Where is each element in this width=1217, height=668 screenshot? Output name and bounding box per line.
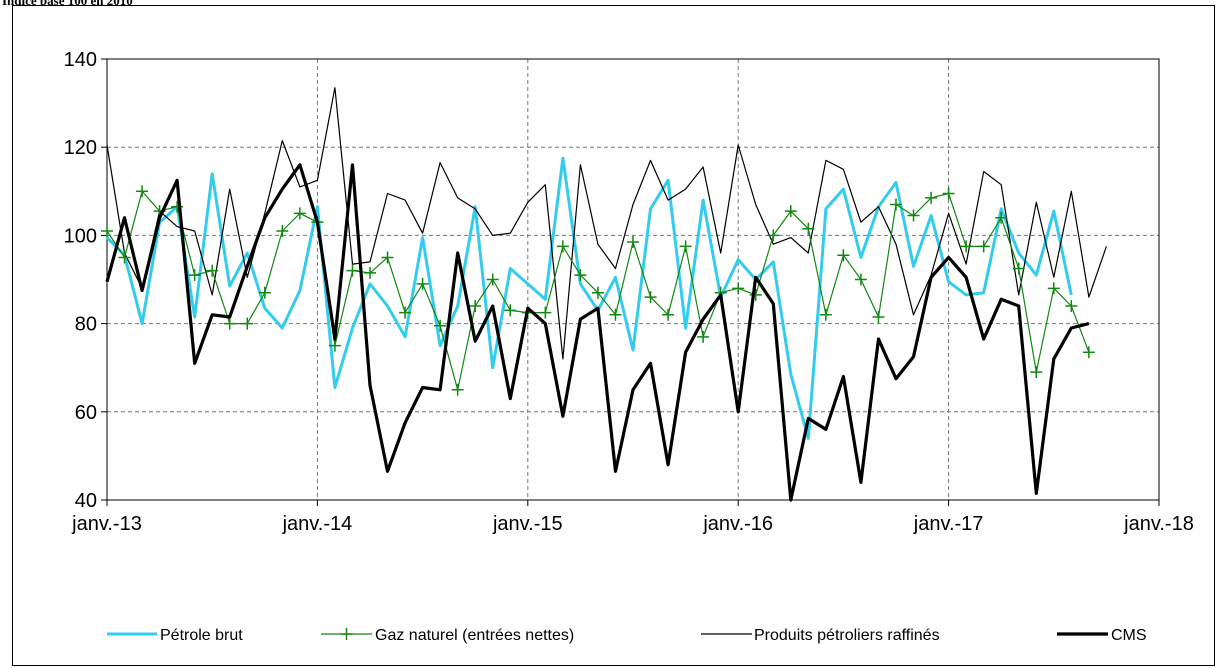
legend-label: Gaz naturel (entrées nettes): [375, 627, 574, 644]
legend-item: Produits pétroliers raffinés: [701, 627, 940, 644]
legend-marker: [340, 628, 353, 640]
legend: Pétrole brut Gaz naturel (entrées nettes)…: [107, 627, 1147, 644]
data-point-marker: [697, 330, 710, 343]
data-point-marker: [1082, 346, 1095, 359]
y-tick-label: 140: [64, 49, 97, 71]
data-point-marker: [451, 383, 464, 396]
series-produits-p-troliers-raffin-s: [106, 87, 1107, 360]
data-point-marker: [293, 207, 306, 220]
data-point-marker: [206, 264, 219, 277]
data-point-marker: [837, 249, 850, 262]
data-point-marker: [399, 306, 412, 319]
data-point-marker: [644, 291, 657, 304]
data-point-marker: [942, 187, 955, 200]
data-point-marker: [925, 191, 938, 204]
series-line: [106, 87, 1107, 360]
series-gaz-naturel-entr-es-nettes: [101, 185, 1095, 396]
data-point-marker: [469, 299, 482, 312]
data-point-marker: [223, 317, 236, 330]
x-tick-label: janv.-17: [913, 513, 984, 535]
plot-area-border: [106, 58, 1160, 501]
data-point-marker: [591, 286, 604, 299]
y-tick-label: 100: [64, 225, 97, 247]
legend-label: CMS: [1111, 627, 1147, 644]
series-line: [105, 156, 1073, 440]
data-point-marker: [504, 304, 517, 317]
x-tick-label: janv.-16: [702, 513, 773, 535]
x-tick-label: janv.-14: [282, 513, 353, 535]
y-tick-label: 80: [75, 314, 97, 336]
data-point-marker: [556, 240, 569, 253]
data-point-marker: [1030, 366, 1043, 379]
data-point-marker: [1065, 299, 1078, 312]
data-point-marker: [416, 277, 429, 290]
data-point-marker: [381, 251, 394, 264]
legend-label: Produits pétroliers raffinés: [754, 627, 940, 644]
data-point-marker: [890, 198, 902, 211]
legend-item: Gaz naturel (entrées nettes): [321, 627, 574, 644]
data-point-marker: [364, 266, 376, 279]
data-point-marker: [101, 224, 113, 237]
y-tick-label: 40: [75, 490, 97, 512]
data-point-marker: [328, 339, 341, 352]
chart-frame: [12, 5, 1215, 666]
chart-subtitle: Indice base 100 en 2010: [2, 0, 133, 8]
series-line: [105, 163, 1090, 502]
data-point-marker: [136, 185, 149, 198]
series-layer: [101, 87, 1107, 502]
data-point-marker: [539, 306, 552, 319]
data-point-marker: [872, 310, 885, 323]
data-point-marker: [784, 205, 797, 218]
data-point-marker: [960, 240, 973, 253]
data-point-marker: [907, 209, 920, 222]
data-point-marker: [977, 240, 990, 253]
series-cms: [105, 163, 1090, 502]
data-point-marker: [486, 273, 499, 286]
data-point-marker: [1012, 262, 1025, 275]
data-point-marker: [732, 282, 745, 295]
data-point-marker: [749, 288, 762, 301]
data-point-marker: [276, 224, 289, 237]
series-p-trole-brut: [105, 156, 1073, 440]
data-point-marker: [819, 308, 832, 321]
data-point-marker: [188, 269, 201, 282]
x-tick-label: janv.-15: [492, 513, 563, 535]
data-point-marker: [346, 264, 359, 277]
grid-lines: [107, 59, 1159, 500]
data-point-marker: [662, 308, 675, 321]
data-point-marker: [1047, 282, 1060, 295]
x-tick-label: janv.-13: [71, 513, 142, 535]
data-point-marker: [802, 222, 815, 235]
legend-label: Pétrole brut: [160, 627, 243, 644]
data-point-marker: [609, 308, 622, 321]
legend-item: Pétrole brut: [107, 627, 243, 644]
legend-item: CMS: [1057, 627, 1147, 644]
data-point-marker: [258, 286, 271, 299]
data-point-marker: [241, 317, 254, 330]
data-point-marker: [854, 273, 867, 286]
axes: 40 60 80 100 120 140 janv.-13 janv.-14 janv.-15 j…: [64, 49, 1194, 535]
y-tick-label: 60: [75, 402, 97, 424]
data-point-marker: [574, 269, 587, 282]
data-point-marker: [995, 211, 1008, 224]
data-point-marker: [679, 240, 692, 253]
data-point-marker: [627, 236, 639, 249]
x-tick-label: janv.-18: [1123, 513, 1194, 535]
data-point-marker: [118, 251, 131, 264]
data-point-marker: [434, 319, 447, 332]
data-point-marker: [767, 229, 780, 242]
y-tick-label: 120: [64, 137, 97, 159]
